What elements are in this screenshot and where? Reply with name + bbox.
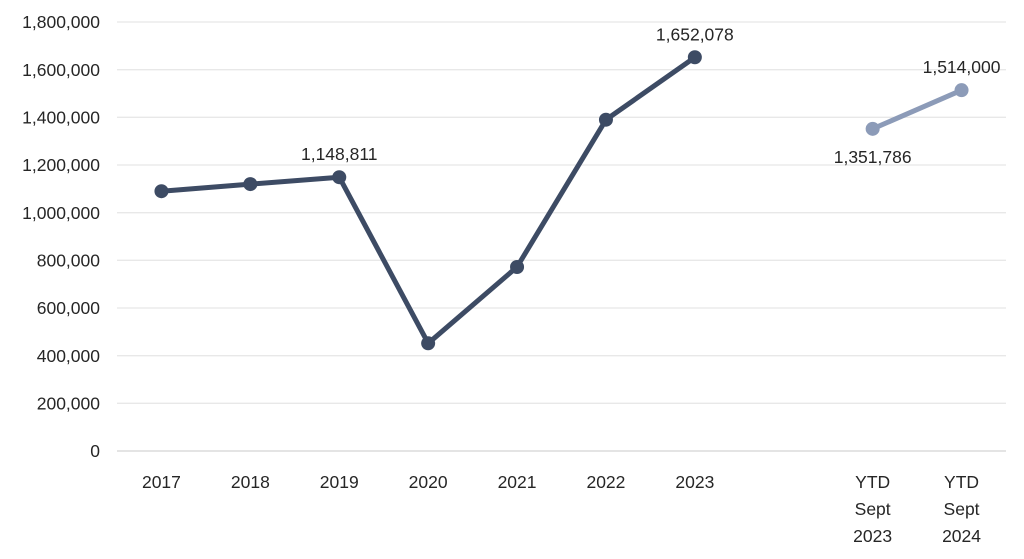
series-annual-line bbox=[158, 54, 698, 346]
data-point-annual bbox=[243, 177, 258, 192]
x-tick-label: 2022 bbox=[586, 472, 625, 492]
x-tick-label: 2018 bbox=[231, 472, 270, 492]
y-tick-label: 0 bbox=[90, 441, 100, 461]
y-tick-label: 200,000 bbox=[37, 394, 101, 414]
y-tick-label: 1,400,000 bbox=[22, 108, 100, 128]
data-point-annual bbox=[154, 184, 169, 199]
series-ytd-line bbox=[870, 87, 965, 132]
x-tick-label: 2020 bbox=[409, 472, 448, 492]
x-tick-label: YTD Sept 2024 bbox=[942, 472, 981, 546]
y-tick-label: 1,200,000 bbox=[22, 155, 100, 175]
y-tick-label: 1,800,000 bbox=[22, 12, 100, 32]
data-point-annual bbox=[598, 112, 613, 127]
data-point-annual bbox=[687, 50, 702, 65]
x-tick-label: 2023 bbox=[675, 472, 714, 492]
y-tick-label: 1,600,000 bbox=[22, 60, 100, 80]
data-label: 1,351,786 bbox=[834, 147, 912, 167]
y-tick-label: 400,000 bbox=[37, 346, 101, 366]
y-tick-label: 800,000 bbox=[37, 251, 101, 271]
data-label: 1,148,811 bbox=[301, 144, 378, 164]
x-tick-label: 2017 bbox=[142, 472, 181, 492]
x-tick-label: 2021 bbox=[498, 472, 537, 492]
data-point-ytd bbox=[954, 83, 969, 98]
x-tick-label: YTD Sept 2023 bbox=[853, 472, 892, 546]
x-tick-label: 2019 bbox=[320, 472, 359, 492]
y-tick-label: 600,000 bbox=[37, 298, 101, 318]
data-label: 1,652,078 bbox=[656, 24, 734, 44]
data-point-ytd bbox=[865, 121, 880, 136]
data-point-annual bbox=[510, 260, 525, 275]
y-tick-label: 1,000,000 bbox=[22, 203, 100, 223]
data-point-annual bbox=[332, 170, 347, 185]
data-label: 1,514,000 bbox=[923, 57, 1001, 77]
data-point-annual bbox=[421, 336, 436, 351]
